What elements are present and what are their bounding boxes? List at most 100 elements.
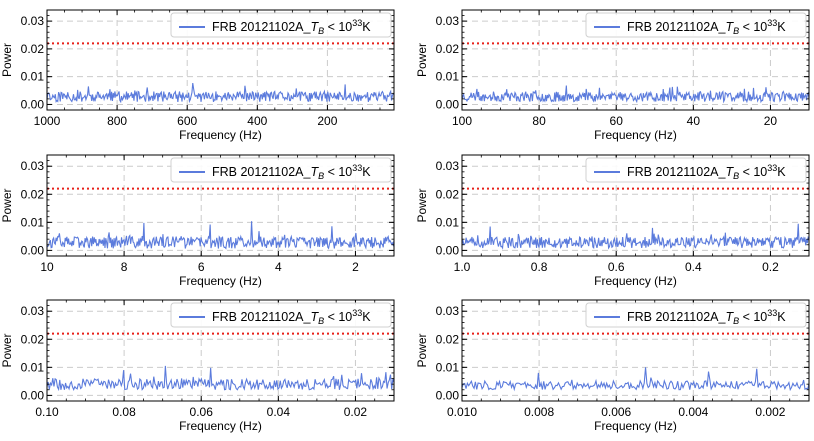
legend-label-unit: K xyxy=(362,165,371,179)
legend-box xyxy=(170,12,392,38)
y-tick-label: 0.03 xyxy=(436,159,460,173)
legend-label: FRB 20121102A_TB < 1033K xyxy=(212,163,371,181)
y-tick-label: 0.01 xyxy=(436,70,460,84)
x-axis-label: Frequency (Hz) xyxy=(179,128,262,142)
x-axis-label: Frequency (Hz) xyxy=(179,274,262,288)
x-tick-label: 8 xyxy=(121,260,128,274)
legend-label-main: FRB 20121102A_ xyxy=(212,20,311,34)
power-series-line xyxy=(47,365,394,392)
y-tick-label: 0.00 xyxy=(436,97,460,111)
legend-label-sup: 33 xyxy=(767,308,777,318)
power-series-line xyxy=(462,223,809,250)
x-tick-label: 10 xyxy=(40,260,54,274)
legend-label-main: FRB 20121102A_ xyxy=(212,310,311,324)
legend-label: FRB 20121102A_TB < 1033K xyxy=(627,18,786,36)
legend-box xyxy=(585,12,807,38)
legend-label-unit: K xyxy=(777,20,786,34)
y-tick-label: 0.02 xyxy=(436,332,460,346)
legend-label-unit: K xyxy=(362,310,371,324)
x-tick-label: 0.004 xyxy=(678,405,708,419)
y-axis-label: Power xyxy=(0,333,14,367)
legend-label-sup: 33 xyxy=(767,163,777,173)
x-tick-label: 0.08 xyxy=(112,405,136,419)
x-axis-label: Frequency (Hz) xyxy=(594,419,677,433)
legend-label-sub: B xyxy=(733,316,739,326)
legend-box xyxy=(170,157,392,183)
legend-label: FRB 20121102A_TB < 1033K xyxy=(212,18,371,36)
legend-label-sym: T xyxy=(725,20,734,34)
power-series-line xyxy=(47,82,394,104)
y-axis-label: Power xyxy=(415,188,429,222)
legend-label-main: FRB 20121102A_ xyxy=(212,165,311,179)
y-tick-label: 0.02 xyxy=(436,187,460,201)
x-tick-label: 0.010 xyxy=(447,405,477,419)
legend-label-op: < 10 xyxy=(324,20,352,34)
x-tick-label: 1000 xyxy=(34,114,61,128)
legend: FRB 20121102A_TB < 1033K xyxy=(585,157,807,183)
power-series-line xyxy=(47,221,394,250)
x-tick-label: 200 xyxy=(317,114,337,128)
y-tick-label: 0.03 xyxy=(21,159,45,173)
y-tick-label: 0.02 xyxy=(21,42,45,56)
subplot-4: 1.0 0.8 0.6 0.4 0.2 0.00 0.01 0.02 0.03 Frequency… xyxy=(415,154,810,288)
y-tick-label: 0.03 xyxy=(21,14,45,28)
x-tick-label: 60 xyxy=(610,114,624,128)
legend-label-unit: K xyxy=(777,165,786,179)
y-tick-label: 0.03 xyxy=(436,14,460,28)
subplot-1: 1000 800 600 400 200 0.00 0.01 0.02 0.03 Frequenc… xyxy=(0,9,395,142)
y-tick-label: 0.01 xyxy=(436,360,460,374)
subplot-6: 0.010 0.008 0.006 0.004 0.002 0.00 0.01 0.02 0.0… xyxy=(415,299,810,433)
y-axis-label: Power xyxy=(0,43,14,77)
legend-label-sym: T xyxy=(725,165,734,179)
legend-label-sup: 33 xyxy=(767,18,777,28)
legend-label-op: < 10 xyxy=(739,310,767,324)
y-tick-label: 0.01 xyxy=(436,215,460,229)
legend-label: FRB 20121102A_TB < 1033K xyxy=(212,308,371,326)
legend-label-main: FRB 20121102A_ xyxy=(627,310,726,324)
legend-label-unit: K xyxy=(777,310,786,324)
x-tick-label: 2 xyxy=(352,260,359,274)
x-tick-label: 0.2 xyxy=(762,260,779,274)
legend-label-op: < 10 xyxy=(739,20,767,34)
subplot-3: 10 8 6 4 2 0.00 0.01 0.02 0.03 Frequency (Hz) Powe… xyxy=(0,154,395,288)
y-tick-label: 0.02 xyxy=(21,332,45,346)
y-tick-label: 0.01 xyxy=(21,70,45,84)
legend-label-main: FRB 20121102A_ xyxy=(627,20,726,34)
y-tick-label: 0.00 xyxy=(21,97,45,111)
x-tick-label: 0.10 xyxy=(35,405,59,419)
legend-label: FRB 20121102A_TB < 1033K xyxy=(627,163,786,181)
y-axis-label: Power xyxy=(415,43,429,77)
legend-box xyxy=(585,157,807,183)
legend-label-main: FRB 20121102A_ xyxy=(627,165,726,179)
legend-label-sym: T xyxy=(310,310,319,324)
legend: FRB 20121102A_TB < 1033K xyxy=(170,302,392,328)
legend-label-unit: K xyxy=(362,20,371,34)
x-axis-label: Frequency (Hz) xyxy=(179,419,262,433)
legend-label-op: < 10 xyxy=(324,310,352,324)
x-tick-label: 0.002 xyxy=(755,405,785,419)
x-tick-label: 0.8 xyxy=(531,260,548,274)
legend-label: FRB 20121102A_TB < 1033K xyxy=(627,308,786,326)
legend: FRB 20121102A_TB < 1033K xyxy=(585,12,807,38)
x-tick-label: 6 xyxy=(198,260,205,274)
x-tick-label: 600 xyxy=(177,114,197,128)
x-axis-label: Frequency (Hz) xyxy=(594,274,677,288)
x-tick-label: 400 xyxy=(247,114,267,128)
y-tick-label: 0.00 xyxy=(436,388,460,402)
x-tick-label: 0.6 xyxy=(608,260,625,274)
legend: FRB 20121102A_TB < 1033K xyxy=(585,302,807,328)
y-tick-label: 0.02 xyxy=(21,187,45,201)
y-axis-label: Power xyxy=(415,333,429,367)
legend-box xyxy=(170,302,392,328)
y-tick-label: 0.03 xyxy=(21,304,45,318)
x-tick-label: 0.008 xyxy=(524,405,554,419)
x-axis-label: Frequency (Hz) xyxy=(594,128,677,142)
x-tick-label: 40 xyxy=(687,114,701,128)
y-tick-label: 0.00 xyxy=(21,243,45,257)
legend-label-sub: B xyxy=(318,26,324,36)
legend-label-sub: B xyxy=(733,171,739,181)
legend-label-sub: B xyxy=(733,26,739,36)
x-tick-label: 4 xyxy=(275,260,282,274)
y-tick-label: 0.00 xyxy=(436,243,460,257)
